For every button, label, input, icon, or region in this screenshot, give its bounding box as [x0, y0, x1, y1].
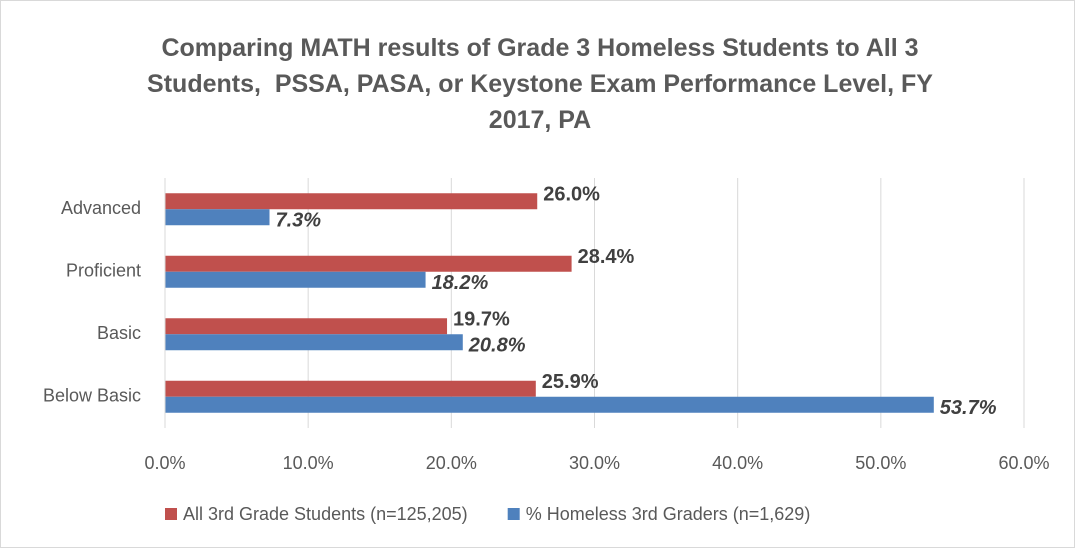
x-tick-label: 50.0% [855, 453, 906, 473]
legend-swatch [165, 508, 177, 520]
chart-title: Comparing MATH results of Grade 3 Homele… [147, 34, 940, 134]
bar [165, 271, 426, 288]
legend-label: % Homeless 3rd Graders (n=1,629) [526, 504, 811, 524]
data-label: 18.2% [432, 272, 489, 294]
data-label: 25.9% [542, 371, 599, 393]
bar [165, 396, 934, 413]
x-tick-label: 40.0% [712, 453, 763, 473]
data-label: 20.8% [468, 335, 526, 357]
bar [165, 318, 448, 335]
x-tick-label: 0.0% [144, 453, 185, 473]
y-tick-label: Proficient [66, 261, 141, 281]
data-label: 53.7% [940, 397, 997, 419]
x-tick-label: 20.0% [426, 453, 477, 473]
y-tick-label: Basic [97, 323, 141, 343]
bar [165, 255, 572, 272]
x-tick-label: 60.0% [998, 453, 1049, 473]
data-label: 26.0% [543, 184, 600, 206]
y-tick-label: Below Basic [43, 386, 141, 406]
x-tick-label: 30.0% [569, 453, 620, 473]
x-tick-label: 10.0% [283, 453, 334, 473]
bar [165, 380, 536, 397]
y-tick-label: Advanced [61, 198, 141, 218]
bar [165, 334, 463, 351]
data-label: 7.3% [276, 210, 322, 232]
bar [165, 193, 538, 210]
bar [165, 209, 270, 226]
data-label: 19.7% [453, 309, 510, 331]
data-label: 28.4% [578, 246, 635, 268]
legend-swatch [507, 508, 520, 520]
legend-label: All 3rd Grade Students (n=125,205) [183, 504, 468, 524]
